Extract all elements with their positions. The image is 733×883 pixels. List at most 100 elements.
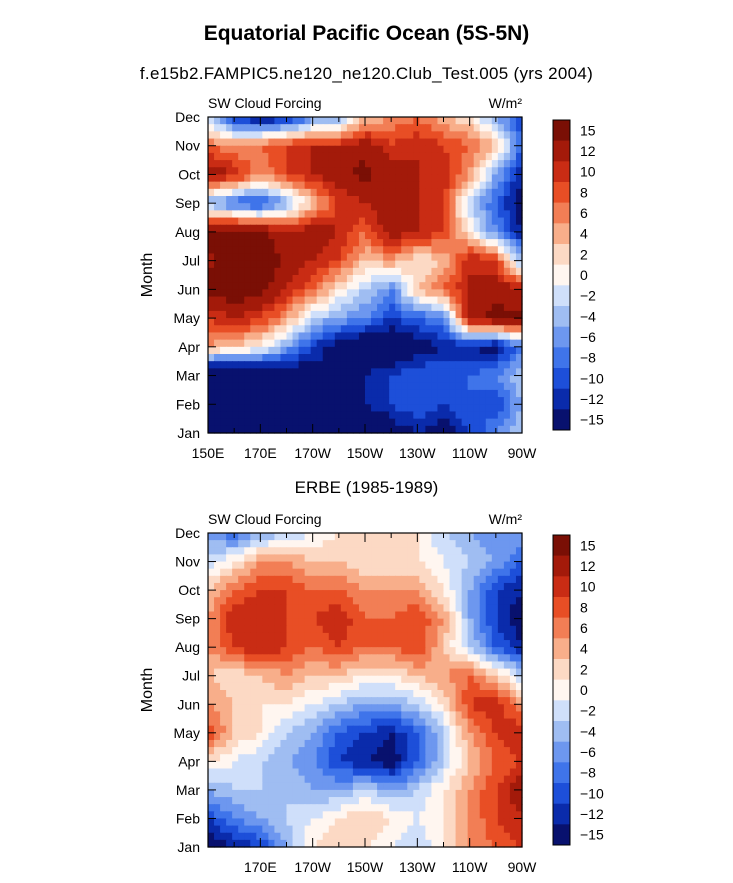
heatmap-cell <box>220 303 227 312</box>
heatmap-cell <box>328 590 336 598</box>
heatmap-cell <box>262 389 269 398</box>
heatmap-cell <box>358 611 366 620</box>
heatmap-cell <box>467 690 475 698</box>
heatmap-cell <box>274 597 282 605</box>
heatmap-cell <box>316 188 324 197</box>
heatmap-cell <box>443 425 451 434</box>
heatmap-cell <box>473 732 481 741</box>
heatmap-cell <box>352 325 360 334</box>
heatmap-cell <box>395 690 402 698</box>
heatmap-cell <box>322 275 330 283</box>
heatmap-cell <box>280 661 288 670</box>
heatmap-cell <box>467 718 475 727</box>
heatmap-cell <box>334 789 342 798</box>
heatmap-cell <box>413 732 420 741</box>
heatmap-cell <box>208 117 215 125</box>
colorbar-label: −6 <box>580 744 596 760</box>
heatmap-cell <box>431 647 439 655</box>
heatmap-cell <box>250 632 257 641</box>
heatmap-cell <box>220 682 227 691</box>
heatmap-cell <box>208 540 215 548</box>
heatmap-cell <box>443 332 451 341</box>
heatmap-cell <box>214 668 221 677</box>
heatmap-cell <box>262 554 269 563</box>
heatmap-cell <box>431 397 439 405</box>
heatmap-cell <box>425 124 433 132</box>
heatmap-cell <box>455 704 463 713</box>
heatmap-cell <box>280 839 288 848</box>
heatmap-cell <box>322 411 330 420</box>
colorbar-label: 4 <box>580 641 588 657</box>
heatmap-cell <box>377 625 384 634</box>
heatmap-cell <box>244 203 251 211</box>
heatmap-cell <box>346 732 354 741</box>
heatmap-cell <box>286 196 294 204</box>
heatmap-cell <box>358 647 366 655</box>
heatmap-cell <box>214 411 221 420</box>
heatmap-cell <box>334 647 342 655</box>
heatmap-cell <box>274 789 282 798</box>
heatmap-cell <box>214 339 221 348</box>
heatmap-cell <box>226 196 233 204</box>
heatmap-cell <box>286 404 294 413</box>
heatmap-cell <box>322 167 330 176</box>
heatmap-cell <box>419 761 426 770</box>
heatmap-cell <box>214 732 221 741</box>
heatmap-cell <box>328 354 336 362</box>
heatmap-cell <box>316 547 324 556</box>
heatmap-cell <box>256 382 263 391</box>
heatmap-cell <box>304 704 312 713</box>
heatmap-cell <box>395 697 402 705</box>
heatmap-cell <box>377 368 384 377</box>
heatmap-cell <box>443 711 451 720</box>
heatmap-cell <box>220 804 227 812</box>
heatmap-cell <box>383 590 390 598</box>
heatmap-cell <box>304 825 312 834</box>
heatmap-cell <box>244 375 251 384</box>
heatmap-cell <box>268 640 276 648</box>
heatmap-cell <box>443 747 451 755</box>
heatmap-cell <box>208 561 215 570</box>
heatmap-cell <box>208 289 215 298</box>
heatmap-cell <box>244 554 251 563</box>
heatmap-cell <box>473 668 481 677</box>
heatmap-cell <box>401 174 408 183</box>
heatmap-cell <box>304 718 312 727</box>
heatmap-cell <box>389 275 396 283</box>
heatmap-cell <box>389 425 396 434</box>
heatmap-cell <box>431 361 439 369</box>
heatmap-cell <box>208 339 215 348</box>
heatmap-cell <box>473 825 481 834</box>
heatmap-cell <box>334 289 342 298</box>
heatmap-cell <box>419 174 426 183</box>
heatmap-cell <box>515 138 523 147</box>
heatmap-cell <box>358 690 366 698</box>
heatmap-cell <box>449 167 457 176</box>
heatmap-cell <box>455 789 463 798</box>
heatmap-cell <box>365 590 372 598</box>
heatmap-cell <box>371 389 378 398</box>
heatmap-cell <box>334 618 342 627</box>
heatmap-cell <box>292 389 300 398</box>
heatmap-cell <box>250 754 257 762</box>
heatmap-cell <box>214 217 221 226</box>
heatmap-cell <box>497 789 505 798</box>
heatmap-cell <box>346 761 354 770</box>
heatmap-cell <box>497 124 505 132</box>
heatmap-cell <box>389 747 396 755</box>
heatmap-cell <box>352 289 360 298</box>
heatmap-cell <box>298 704 306 713</box>
heatmap-cell <box>304 246 312 255</box>
heatmap-cell <box>497 174 505 183</box>
heatmap-cell <box>232 188 239 197</box>
heatmap-cell <box>425 289 433 298</box>
heatmap-cell <box>365 597 372 605</box>
x-tick-label: 110W <box>452 445 488 461</box>
heatmap-cell <box>256 561 263 570</box>
heatmap-cell <box>208 131 215 140</box>
heatmap-cell <box>431 332 439 341</box>
colorbar-swatch <box>553 659 570 680</box>
heatmap-cell <box>395 246 402 255</box>
heatmap-cell <box>449 675 457 684</box>
heatmap-cell <box>479 310 487 319</box>
